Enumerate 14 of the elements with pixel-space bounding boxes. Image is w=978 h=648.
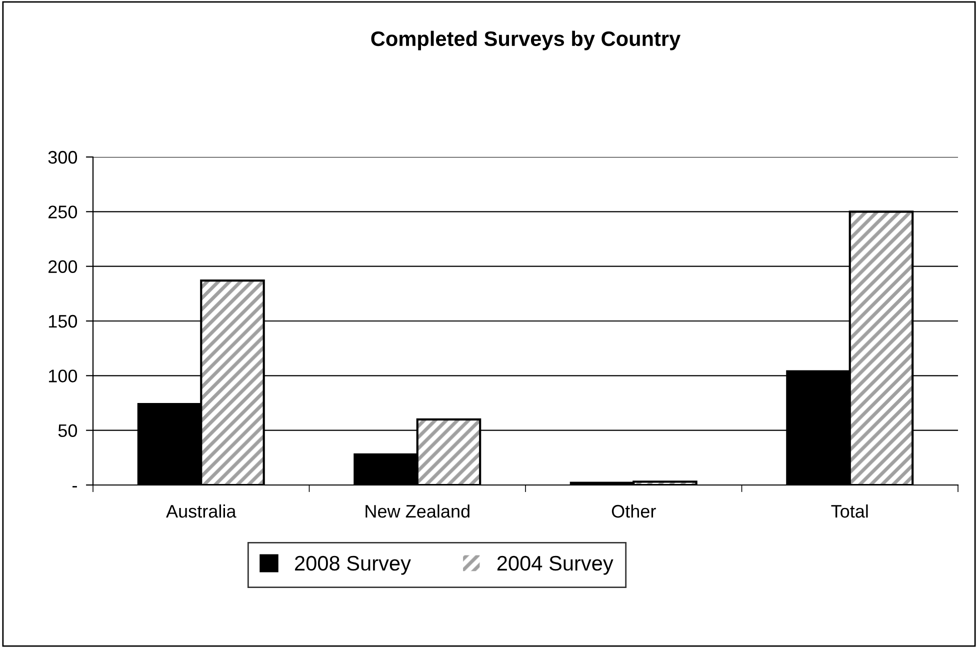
- y-tick-label: 50: [58, 424, 78, 438]
- y-tick-label: 100: [48, 370, 78, 382]
- x-tick-label: Total: [831, 504, 868, 518]
- legend-label: 2008 Survey: [295, 556, 411, 575]
- y-tick-label: 150: [48, 314, 78, 328]
- y-tick-label: 250: [48, 206, 78, 218]
- y-tick-label: 300: [48, 150, 78, 164]
- legend-label: 2004 Survey: [497, 556, 614, 575]
- x-tick-label: Australia: [166, 504, 236, 518]
- y-tick-label: 200: [48, 260, 78, 274]
- x-tick-label: New Zealand: [366, 504, 470, 518]
- chart-title: Completed Surveys by Country: [371, 30, 681, 50]
- x-tick-label: Other: [612, 504, 656, 518]
- y-tick-label: -: [72, 486, 77, 488]
